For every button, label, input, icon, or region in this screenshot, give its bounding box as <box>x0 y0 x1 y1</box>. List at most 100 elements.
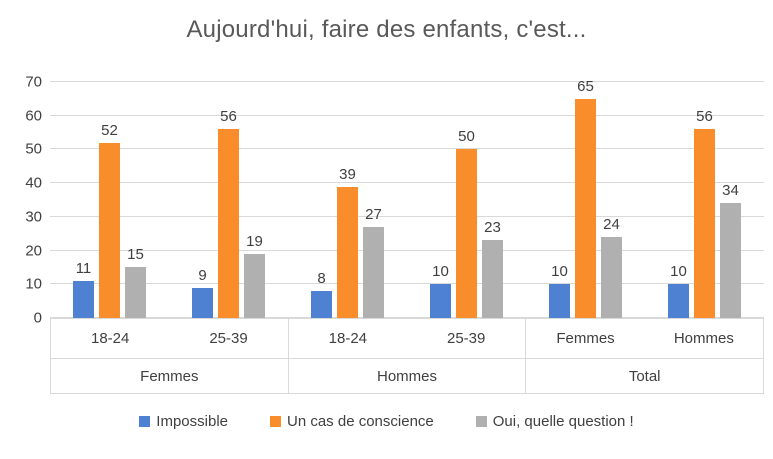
legend-item: Oui, quelle question ! <box>475 413 634 430</box>
y-axis: 0 10 20 30 40 50 60 70 <box>0 75 42 326</box>
data-label: 65 <box>577 77 594 95</box>
category-axis: 18-24 25-39 Femmes 18-24 25-39 Hommes Femmes Ho… <box>50 318 764 394</box>
bar-cluster: 8 39 27 <box>288 167 407 318</box>
group-label: Total <box>628 367 661 385</box>
data-label: 24 <box>603 216 620 234</box>
legend-item: Un cas de conscience <box>270 413 434 430</box>
bar-column: 10 <box>668 264 689 318</box>
data-label: 8 <box>317 270 326 288</box>
bar-column: 56 <box>218 109 239 318</box>
bar-column: 39 <box>337 167 358 318</box>
subcategory-row: 18-24 25-39 <box>51 319 288 359</box>
bar <box>456 149 477 318</box>
subcategory-label: 25-39 <box>209 330 248 347</box>
bar-cluster: 11 52 15 <box>50 123 169 318</box>
data-label: 10 <box>670 263 687 281</box>
bar-column: 23 <box>482 220 503 318</box>
bar <box>244 253 265 318</box>
bar <box>311 291 332 318</box>
group-label: Femmes <box>140 367 199 385</box>
legend: Impossible Un cas de conscience Oui, quell… <box>0 413 773 430</box>
bar-column: 24 <box>601 217 622 318</box>
bar-column: 9 <box>192 268 213 318</box>
y-tick-label: 40 <box>25 174 42 192</box>
bar-column: 10 <box>430 264 451 318</box>
subcategory-label: 25-39 <box>447 330 486 347</box>
bar-column: 34 <box>720 183 741 318</box>
gridline <box>50 283 764 285</box>
data-label: 9 <box>198 266 207 284</box>
data-label: 10 <box>551 263 568 281</box>
subcategory-row: Femmes Hommes <box>526 319 764 359</box>
bar <box>218 129 239 318</box>
group-label: Hommes <box>377 367 438 385</box>
data-label: 34 <box>722 182 739 200</box>
legend-swatch <box>270 416 281 427</box>
data-label: 56 <box>220 108 237 126</box>
bar <box>192 287 213 318</box>
bar-column: 19 <box>244 234 265 318</box>
legend-item: Impossible <box>139 413 228 430</box>
bar <box>125 267 146 318</box>
legend-swatch <box>475 416 487 427</box>
data-label: 15 <box>127 246 144 264</box>
gridline <box>50 249 764 251</box>
data-label: 52 <box>101 121 118 139</box>
plot-area: 11 52 15 9 56 19 8 39 27 10 50 23 10 65 24 10 56 34 <box>50 79 764 318</box>
subcategory-label: Hommes <box>673 330 734 347</box>
gridline <box>50 114 764 116</box>
bar <box>549 284 570 318</box>
bar-column: 11 <box>73 261 94 318</box>
bar-cluster: 10 56 34 <box>645 109 764 318</box>
category-group: 18-24 25-39 Femmes <box>51 319 289 393</box>
bar <box>668 284 689 318</box>
bar <box>337 186 358 318</box>
bar <box>575 98 596 318</box>
data-label: 50 <box>458 128 475 146</box>
chart-title: Aujourd'hui, faire des enfants, c'est... <box>186 16 587 43</box>
legend-swatch <box>139 416 151 427</box>
y-tick-label: 30 <box>25 208 42 226</box>
bar-column: 50 <box>456 129 477 318</box>
category-group: Femmes Hommes Total <box>526 319 764 393</box>
bar-column: 56 <box>694 109 715 318</box>
bar-column: 15 <box>125 247 146 318</box>
bar-cluster: 9 56 19 <box>169 109 288 318</box>
legend-label: Impossible <box>156 413 228 430</box>
y-tick-label: 10 <box>25 275 42 293</box>
gridline <box>50 81 764 82</box>
bar-column: 52 <box>99 123 120 318</box>
data-label: 10 <box>432 263 449 281</box>
data-label: 19 <box>246 232 263 250</box>
subcategory-label: 18-24 <box>328 330 368 347</box>
gridline <box>50 317 764 318</box>
subcategory-row: 18-24 25-39 <box>288 319 526 359</box>
subcategory-label: 18-24 <box>90 330 130 347</box>
y-tick-label: 60 <box>25 107 42 125</box>
y-tick-label: 0 <box>33 309 42 327</box>
bar-cluster: 10 50 23 <box>407 129 526 318</box>
bar <box>430 284 451 318</box>
bar <box>694 129 715 318</box>
bar-clusters: 11 52 15 9 56 19 8 39 27 10 50 23 10 65 24 10 56 34 <box>50 79 764 318</box>
bar <box>99 142 120 318</box>
bar-column: 10 <box>549 264 570 318</box>
bar-cluster: 10 65 24 <box>526 79 645 318</box>
legend-label: Oui, quelle question ! <box>492 413 634 430</box>
category-group: 18-24 25-39 Hommes <box>288 319 527 393</box>
gridline <box>50 182 764 184</box>
bar <box>73 280 94 318</box>
y-tick-label: 70 <box>25 73 42 91</box>
bar-column: 27 <box>363 207 384 318</box>
y-tick-label: 50 <box>25 140 42 158</box>
bar <box>601 237 622 318</box>
bar-column: 65 <box>575 79 596 318</box>
bar <box>720 203 741 318</box>
subcategory-label: Femmes <box>556 330 615 347</box>
bar <box>482 240 503 318</box>
data-label: 11 <box>75 259 92 277</box>
bar-column: 8 <box>311 271 332 318</box>
gridline <box>50 215 764 217</box>
y-tick-label: 20 <box>25 242 42 260</box>
